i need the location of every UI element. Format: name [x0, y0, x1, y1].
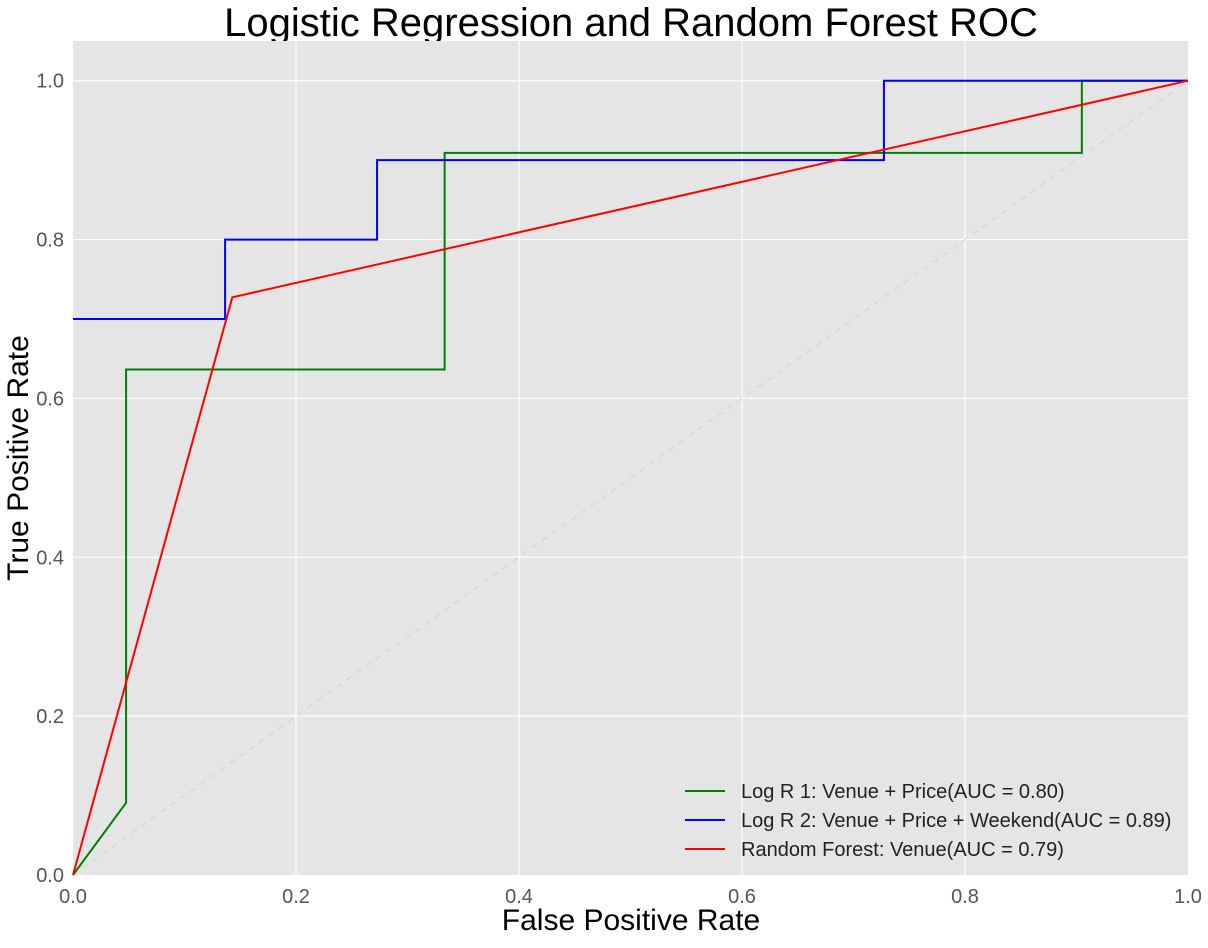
x-tick-label: 0.6: [728, 886, 756, 908]
series-line-3: [72, 79, 1189, 876]
y-tick-label: 1.0: [36, 71, 64, 93]
y-tick-label: 0.8: [36, 230, 64, 252]
y-tick-label: 0.6: [36, 388, 64, 410]
chart-title: Logistic Regression and Random Forest RO…: [224, 1, 1038, 45]
x-tick-label: 0.0: [59, 886, 87, 908]
legend: Log R 1: Venue + Price(AUC = 0.80) Log R …: [685, 781, 1171, 861]
diagonal-line: [72, 80, 1189, 876]
x-tick-label: 0.8: [951, 886, 979, 908]
x-axis-label: False Positive Rate: [502, 904, 760, 937]
y-tick-labels: 0.0 0.2 0.4 0.6 0.8 1.0: [36, 71, 64, 887]
x-tick-label: 0.2: [282, 886, 310, 908]
series-line-1: [72, 79, 1188, 876]
y-axis-label: True Positive Rate: [2, 335, 35, 581]
x-tick-labels: 0.0 0.2 0.4 0.6 0.8 1.0: [59, 886, 1202, 908]
diagonal-reference: [72, 80, 1189, 876]
legend-label: Log R 1: Venue + Price(AUC = 0.80): [741, 781, 1065, 803]
legend-label: Log R 2: Venue + Price + Weekend(AUC = 0…: [741, 810, 1171, 832]
y-tick-label: 0.0: [36, 865, 64, 887]
x-tick-label: 1.0: [1174, 886, 1202, 908]
y-tick-label: 0.2: [36, 706, 64, 728]
series-lines: [72, 79, 1189, 876]
series-line-2: [73, 79, 1188, 320]
y-tick-label: 0.4: [36, 547, 64, 569]
x-tick-label: 0.4: [505, 886, 533, 908]
legend-label: Random Forest: Venue(AUC = 0.79): [741, 839, 1064, 861]
plot-area: [73, 41, 1188, 875]
